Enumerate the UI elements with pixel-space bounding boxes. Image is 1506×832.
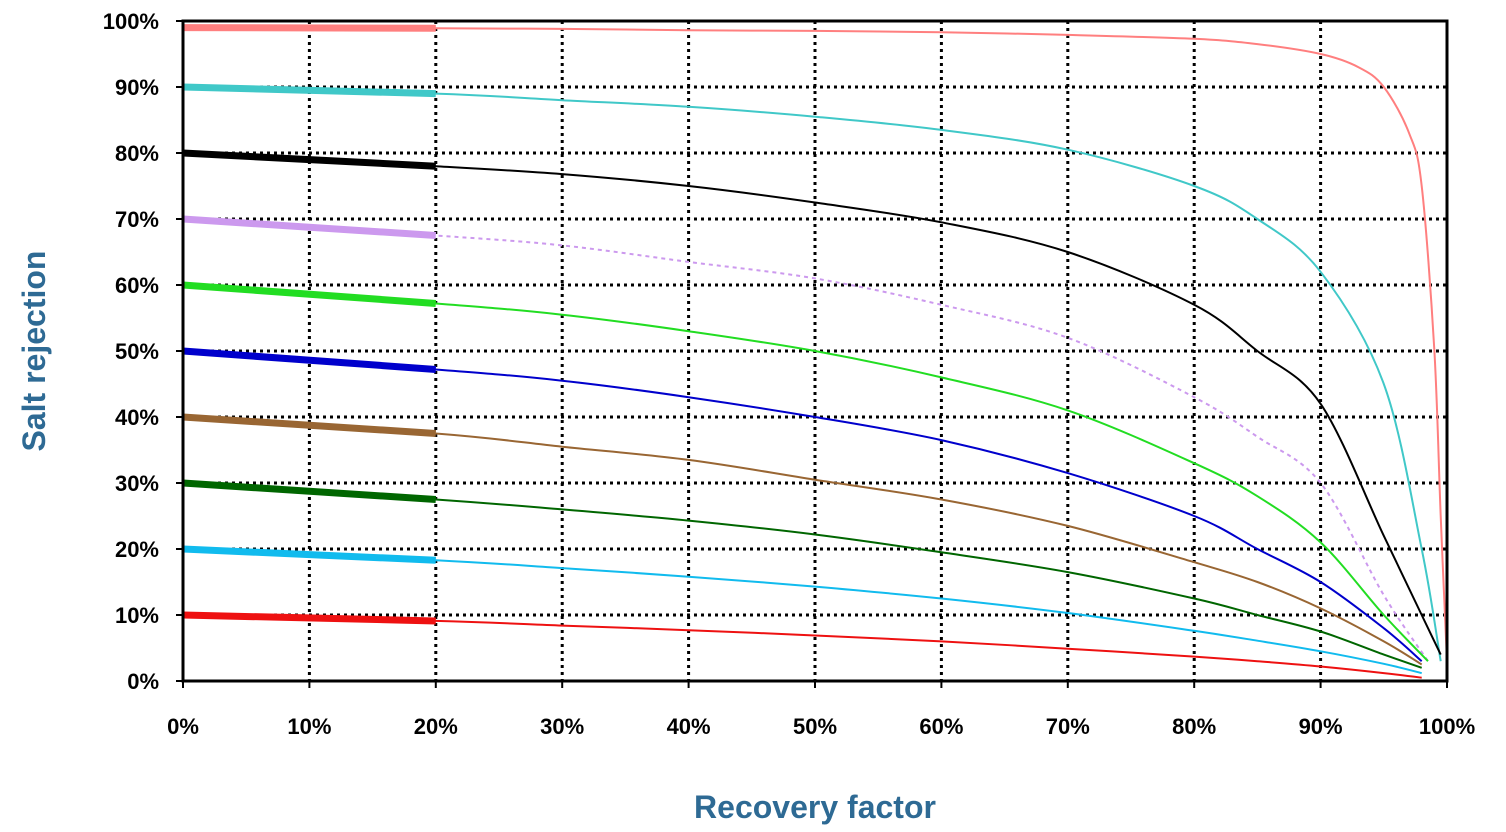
series-line-4-initial-segment [182,215,437,239]
x-tick-label: 30% [540,714,584,739]
series-line-9 [182,548,1422,675]
x-tick-label: 100% [1419,714,1475,739]
series-line-8-initial-segment [182,479,437,503]
series-line-2 [182,86,1442,662]
y-tick-label: 30% [115,471,159,496]
series-line-6-initial-segment [182,347,437,373]
series-line-10 [182,614,1422,679]
x-tick-label: 0% [167,714,199,739]
y-tick-label: 50% [115,339,159,364]
y-tick-label: 20% [115,537,159,562]
y-axis-title: Salt rejection [16,251,52,452]
series-line-4 [182,218,1429,662]
series-line-3-initial-segment [182,149,436,170]
x-tick-label: 90% [1299,714,1343,739]
y-tick-label: 40% [115,405,159,430]
y-tick-label: 10% [115,603,159,628]
x-tick-label: 60% [919,714,963,739]
x-tick-label: 50% [793,714,837,739]
series-line-3 [182,152,1442,656]
x-tick-label: 70% [1046,714,1090,739]
series-line-1 [182,26,1448,662]
y-tick-label: 100% [103,9,159,34]
series-line-9-initial-segment [182,545,436,564]
series-line-6 [182,350,1423,662]
series-line-5-initial-segment [182,281,437,307]
x-tick-label: 20% [414,714,458,739]
series-lines [182,24,1448,679]
x-axis-title: Recovery factor [694,789,936,825]
series-line-5 [182,284,1429,662]
series-line-1-initial-segment [182,24,436,32]
series-line-7-initial-segment [182,413,437,437]
y-tick-label: 90% [115,75,159,100]
x-tick-label: 80% [1172,714,1216,739]
series-line-8 [182,482,1423,669]
series-line-2-initial-segment [182,83,436,98]
series-line-10-initial-segment [182,611,436,625]
axis-ticks: 0% 10% 20% 30% 40% 50% 60% 70% 80% 90% 100% 0% 10% 20… [103,9,1475,739]
y-tick-label: 60% [115,273,159,298]
x-tick-label: 10% [287,714,331,739]
y-tick-label: 70% [115,207,159,232]
y-tick-label: 0% [127,669,159,694]
series-line-7 [182,416,1423,666]
x-tick-label: 40% [667,714,711,739]
y-tick-label: 80% [115,141,159,166]
